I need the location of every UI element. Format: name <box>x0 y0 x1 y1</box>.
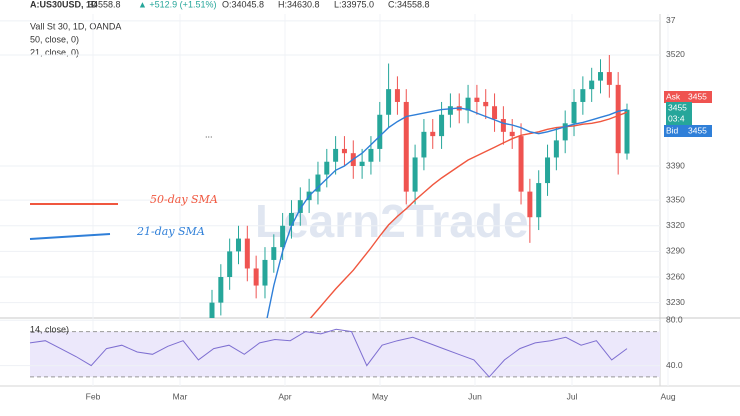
legend-label: 50-day SMA <box>150 193 218 206</box>
bid-value-bg <box>686 125 712 137</box>
candle-body <box>624 109 630 154</box>
legend-label: 21-day SMA <box>136 225 205 238</box>
indicator-label: 21, close, 0) <box>30 47 79 57</box>
candle-body <box>571 101 577 124</box>
sma-line <box>309 111 628 318</box>
candle-body <box>465 97 471 111</box>
candle-body <box>315 174 321 192</box>
candle-body <box>545 157 551 184</box>
ask-label: Ask <box>666 91 681 101</box>
candle-body <box>403 101 409 192</box>
last-value-bg <box>666 102 692 114</box>
candle-body <box>589 80 595 90</box>
candle-body <box>500 119 506 132</box>
bid-label-bg <box>664 125 686 137</box>
candle-body <box>271 247 277 260</box>
candle-body <box>333 148 339 162</box>
candle-body <box>615 84 621 154</box>
candle-body <box>280 225 286 248</box>
header-price: 34558.8 <box>88 0 121 9</box>
candle-body <box>218 277 224 303</box>
candle-body <box>262 259 268 286</box>
header-change: ▲ +512.9 (+1.51%) <box>138 0 216 9</box>
candle-body <box>297 200 303 213</box>
y-tick-label: 3520 <box>666 49 685 59</box>
candle-body <box>386 89 392 115</box>
candle-body <box>439 114 445 137</box>
header-high: H:34630.8 <box>278 0 320 9</box>
indicator-label: 50, close, 0) <box>30 34 79 44</box>
candle-body <box>430 131 436 137</box>
candle-body <box>359 161 365 166</box>
candle-body <box>474 97 480 102</box>
x-tick-label: Apr <box>278 391 291 401</box>
header-low: L:33975.0 <box>334 0 374 9</box>
rsi-line <box>29 328 628 378</box>
timer: 03:4 <box>668 113 685 123</box>
rsi-tick-label: 40.0 <box>666 360 683 370</box>
y-tick-label: 3290 <box>666 246 685 256</box>
x-tick-label: Feb <box>86 391 101 401</box>
x-tick-label: Aug <box>660 391 675 401</box>
candle-body <box>324 161 330 175</box>
bid-value: 3455 <box>688 125 707 135</box>
candle-body <box>562 123 568 141</box>
candle-body <box>509 131 515 137</box>
candle-body <box>235 238 241 252</box>
header-close: C:34558.8 <box>388 0 430 9</box>
ask-value: 3455 <box>688 91 707 101</box>
candle-body <box>606 72 612 85</box>
dots: ... <box>205 129 213 139</box>
instrument: Vall St 30, 1D, OANDA <box>30 21 121 31</box>
candle-body <box>598 72 604 81</box>
candle-body <box>518 136 524 192</box>
y-tick-label: 3320 <box>666 220 685 230</box>
legend-swatch <box>29 233 111 240</box>
x-tick-label: Jul <box>567 391 578 401</box>
x-tick-label: May <box>372 391 389 401</box>
y-tick-label: 3230 <box>666 297 685 307</box>
sma-line <box>266 107 628 318</box>
y-tick-label: 3260 <box>666 271 685 281</box>
candle-body <box>341 148 347 154</box>
candle-body <box>536 183 542 218</box>
candle-body <box>527 191 533 218</box>
candle-body <box>492 106 498 120</box>
candle-body <box>421 131 427 158</box>
x-tick-label: Mar <box>173 391 188 401</box>
candle-body <box>377 114 383 149</box>
rsi-label: 14, close) <box>30 324 69 334</box>
rsi-band <box>30 331 660 377</box>
candle-body <box>253 268 259 286</box>
candle-body <box>288 212 294 226</box>
chart-title: A:US30USD, 1D <box>30 0 98 9</box>
candle-body <box>394 89 400 102</box>
candle-body <box>553 140 559 158</box>
bid-label: Bid <box>666 125 679 135</box>
y-tick-label: 3350 <box>666 194 685 204</box>
x-tick-label: Jun <box>468 391 482 401</box>
ask-value-bg <box>686 91 712 103</box>
header-open: O:34045.8 <box>222 0 264 9</box>
ask-label-bg <box>664 91 686 103</box>
candle-body <box>580 89 586 102</box>
candle-body <box>209 302 215 318</box>
candle-body <box>447 106 453 115</box>
y-tick-label: 3390 <box>666 160 685 170</box>
candle-body <box>483 101 489 107</box>
candle-body <box>368 148 374 162</box>
candle-body <box>244 238 250 269</box>
candle-body <box>412 157 418 192</box>
timer-bg <box>666 113 692 125</box>
last-value: 3455 <box>668 102 687 112</box>
candle-body <box>227 251 233 278</box>
y-tick-label: 37 <box>666 15 676 25</box>
rsi-tick-label: 80.0 <box>666 315 683 325</box>
